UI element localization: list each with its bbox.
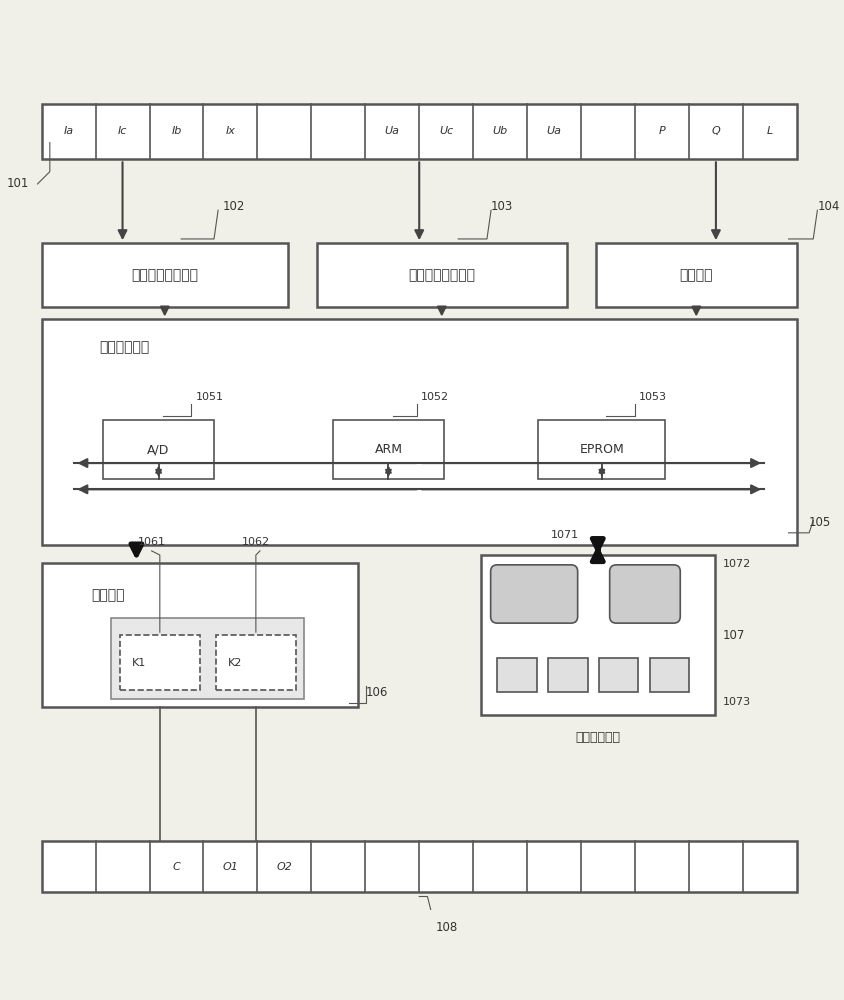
Text: 1051: 1051 bbox=[195, 392, 224, 402]
Text: 105: 105 bbox=[809, 516, 830, 529]
Bar bbox=[649, 658, 689, 692]
Text: 1062: 1062 bbox=[241, 537, 269, 547]
Text: 1073: 1073 bbox=[722, 697, 750, 707]
Bar bbox=[41, 563, 357, 707]
Text: 1052: 1052 bbox=[421, 392, 449, 402]
Bar bbox=[480, 555, 714, 715]
Text: 人机交互单元: 人机交互单元 bbox=[575, 731, 619, 744]
Text: 电流信号处理模块: 电流信号处理模块 bbox=[131, 268, 198, 282]
Text: 电源模块: 电源模块 bbox=[679, 268, 712, 282]
Text: Ic: Ic bbox=[117, 126, 127, 136]
Text: Ix: Ix bbox=[225, 126, 235, 136]
Text: 106: 106 bbox=[365, 686, 387, 699]
Bar bbox=[120, 635, 200, 690]
Text: O1: O1 bbox=[222, 862, 238, 872]
Text: EPROM: EPROM bbox=[579, 443, 624, 456]
Bar bbox=[41, 104, 796, 159]
Text: 电压信号处理模块: 电压信号处理模块 bbox=[408, 268, 474, 282]
Bar bbox=[316, 243, 566, 307]
Bar bbox=[595, 243, 796, 307]
FancyBboxPatch shape bbox=[609, 565, 679, 623]
FancyBboxPatch shape bbox=[490, 565, 577, 623]
Bar bbox=[598, 658, 638, 692]
Text: Uc: Uc bbox=[439, 126, 452, 136]
Text: Ua: Ua bbox=[546, 126, 561, 136]
Bar bbox=[496, 658, 536, 692]
Text: K2: K2 bbox=[228, 658, 242, 668]
Bar bbox=[111, 618, 304, 699]
Text: Ib: Ib bbox=[171, 126, 181, 136]
Bar bbox=[548, 658, 587, 692]
Bar bbox=[41, 841, 796, 892]
Text: L: L bbox=[766, 126, 772, 136]
Text: Ub: Ub bbox=[492, 126, 507, 136]
Text: 102: 102 bbox=[222, 200, 244, 213]
Text: O2: O2 bbox=[276, 862, 292, 872]
Text: K1: K1 bbox=[132, 658, 146, 668]
Text: 1072: 1072 bbox=[722, 559, 750, 569]
Bar bbox=[215, 635, 295, 690]
Text: C: C bbox=[172, 862, 180, 872]
Text: Q: Q bbox=[711, 126, 719, 136]
Bar bbox=[538, 420, 665, 479]
Text: Ua: Ua bbox=[384, 126, 399, 136]
Text: ARM: ARM bbox=[374, 443, 402, 456]
Text: 101: 101 bbox=[7, 177, 30, 190]
Text: 108: 108 bbox=[436, 921, 457, 934]
Text: 中央处理单元: 中央处理单元 bbox=[99, 340, 149, 354]
Text: 103: 103 bbox=[490, 200, 512, 213]
Text: 控制模块: 控制模块 bbox=[91, 588, 124, 602]
Bar bbox=[41, 319, 796, 545]
Text: 1053: 1053 bbox=[638, 392, 666, 402]
Bar bbox=[41, 243, 288, 307]
Bar bbox=[103, 420, 214, 479]
Text: P: P bbox=[657, 126, 664, 136]
Text: 104: 104 bbox=[816, 200, 839, 213]
Text: 107: 107 bbox=[722, 629, 744, 642]
Text: Ia: Ia bbox=[63, 126, 73, 136]
Bar bbox=[333, 420, 443, 479]
Text: A/D: A/D bbox=[147, 443, 170, 456]
Text: 1061: 1061 bbox=[138, 537, 165, 547]
Text: 1071: 1071 bbox=[550, 530, 578, 540]
